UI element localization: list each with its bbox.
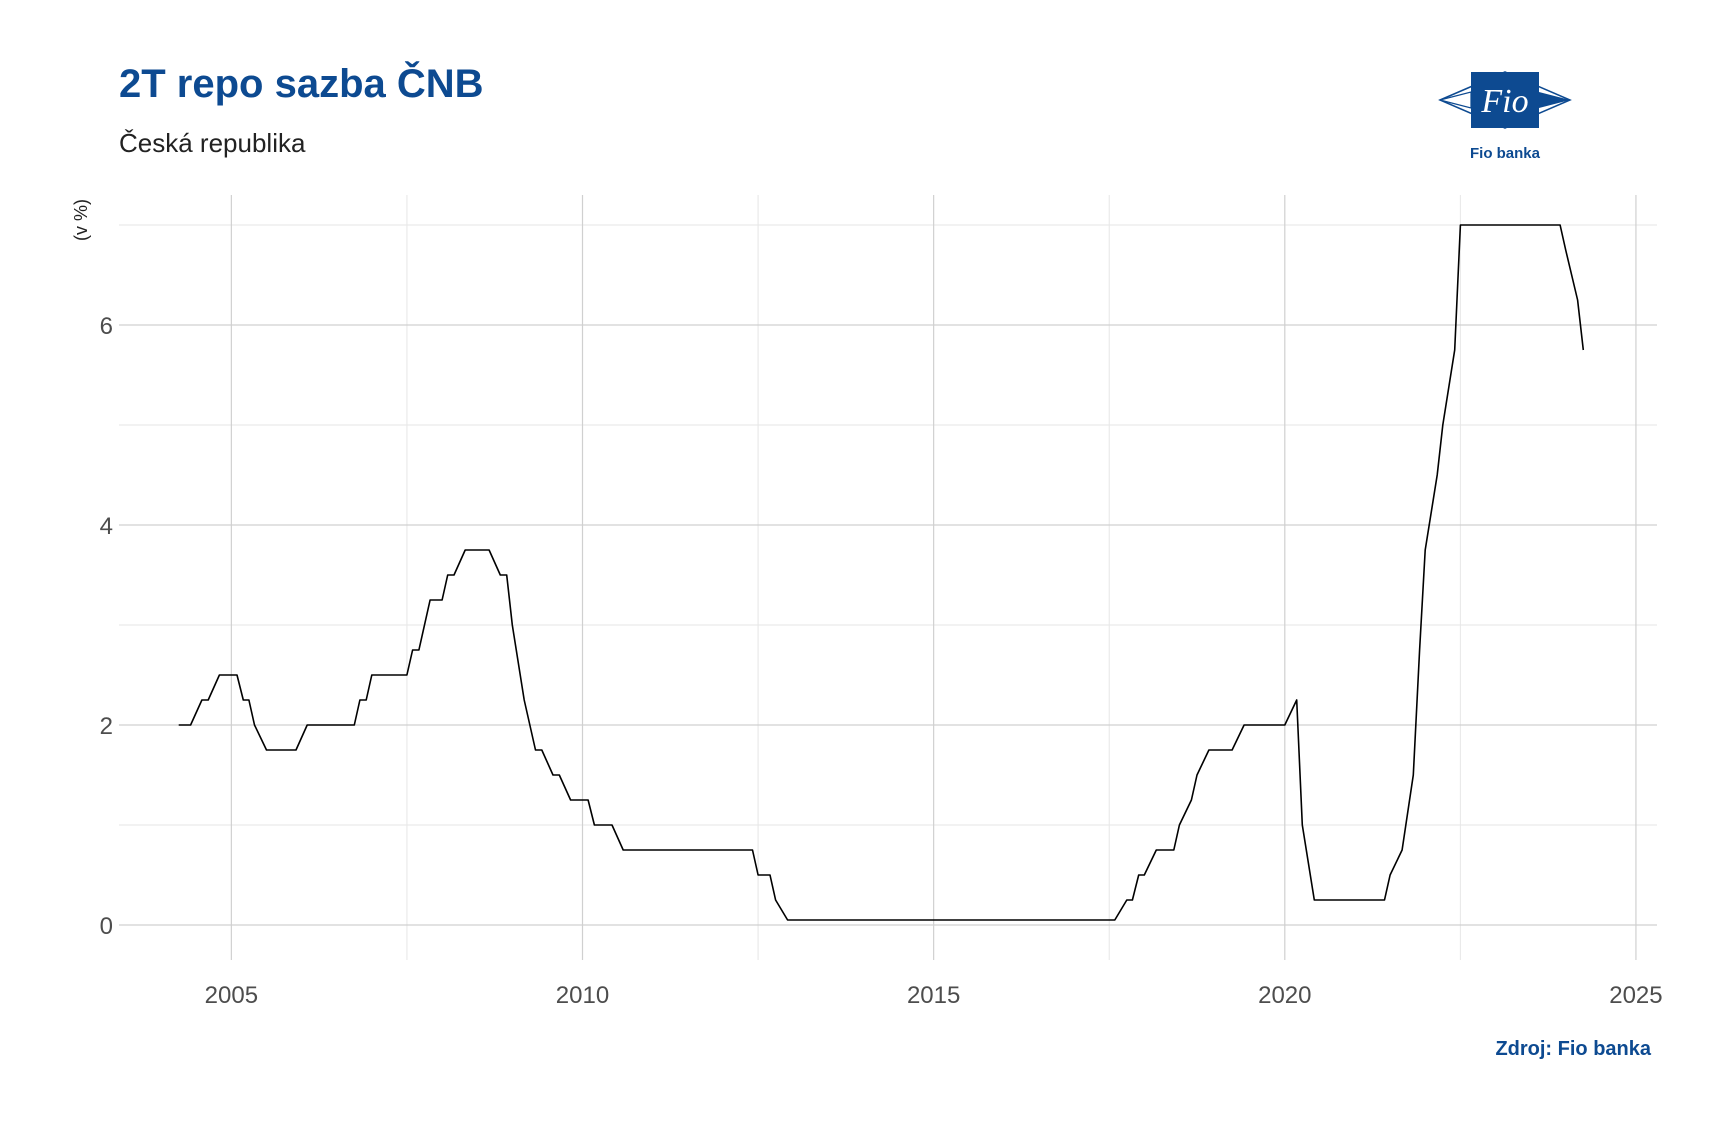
source-note: Zdroj: Fio banka: [1495, 1038, 1651, 1060]
chart-title: 2T repo sazba ČNB: [119, 62, 484, 106]
x-tick-label: 2015: [907, 982, 960, 1009]
x-tick-label: 2025: [1609, 982, 1662, 1009]
y-tick-label: 6: [100, 313, 113, 340]
x-tick-label: 2005: [205, 982, 258, 1009]
y-axis-label: (v %): [71, 199, 91, 241]
logo-mark-text: Fio: [1480, 83, 1528, 120]
y-tick-label: 2: [100, 713, 113, 740]
chart-subtitle: Česká republika: [119, 128, 306, 158]
y-tick-label: 0: [100, 913, 113, 940]
x-tick-label: 2020: [1258, 982, 1311, 1009]
fio-logo-icon: Fio: [1438, 71, 1572, 129]
logo-caption: Fio banka: [1469, 145, 1540, 162]
y-tick-label: 4: [100, 513, 113, 540]
x-tick-label: 2010: [556, 982, 609, 1009]
series-line: [178, 224, 1585, 921]
